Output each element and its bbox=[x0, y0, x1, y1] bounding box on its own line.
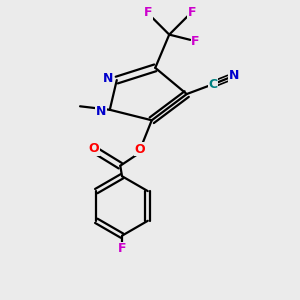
Text: F: F bbox=[118, 242, 126, 256]
Text: F: F bbox=[188, 6, 196, 19]
Text: N: N bbox=[103, 72, 113, 85]
Text: C: C bbox=[208, 78, 217, 91]
Text: O: O bbox=[89, 142, 99, 155]
Text: N: N bbox=[96, 105, 106, 118]
Text: O: O bbox=[134, 143, 145, 156]
Text: F: F bbox=[144, 6, 152, 19]
Text: F: F bbox=[191, 35, 200, 48]
Text: N: N bbox=[229, 69, 239, 82]
